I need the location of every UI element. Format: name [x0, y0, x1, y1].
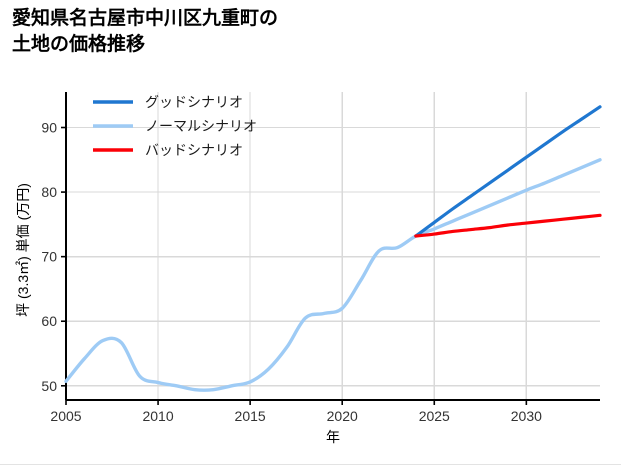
- series-line: [64, 158, 602, 392]
- series-line: [414, 105, 602, 238]
- y-tick-label: 70: [41, 249, 57, 265]
- series-line: [414, 213, 602, 238]
- y-axis-ticks: 50 60 70 80 90: [41, 120, 66, 394]
- y-tick-label: 80: [41, 184, 57, 200]
- y-tick-label: 90: [41, 120, 57, 136]
- legend-label: ノーマルシナリオ: [145, 118, 257, 134]
- y-tick-label: 60: [41, 313, 57, 329]
- data-series-group: [64, 105, 602, 392]
- x-tick-label: 2030: [511, 408, 542, 424]
- x-tick-label: 2010: [142, 408, 173, 424]
- legend-label: バッドシナリオ: [145, 142, 243, 158]
- y-axis-title: 坪 (3.3㎡) 単価 (万円): [15, 183, 31, 317]
- legend-label: グッドシナリオ: [145, 94, 243, 110]
- gridlines: [65, 92, 600, 400]
- x-axis-title: 年: [326, 429, 340, 445]
- x-tick-label: 2020: [327, 408, 358, 424]
- x-tick-label: 2005: [50, 408, 81, 424]
- axis-lines: [64, 92, 600, 402]
- x-axis-ticks: 2005 2010 2015 2020 2025 2030: [50, 400, 542, 424]
- page-title: 愛知県名古屋市中川区九重町の 土地の価格推移: [12, 8, 279, 55]
- y-tick-label: 50: [41, 378, 57, 394]
- x-tick-label: 2015: [235, 408, 266, 424]
- x-tick-label: 2025: [419, 408, 450, 424]
